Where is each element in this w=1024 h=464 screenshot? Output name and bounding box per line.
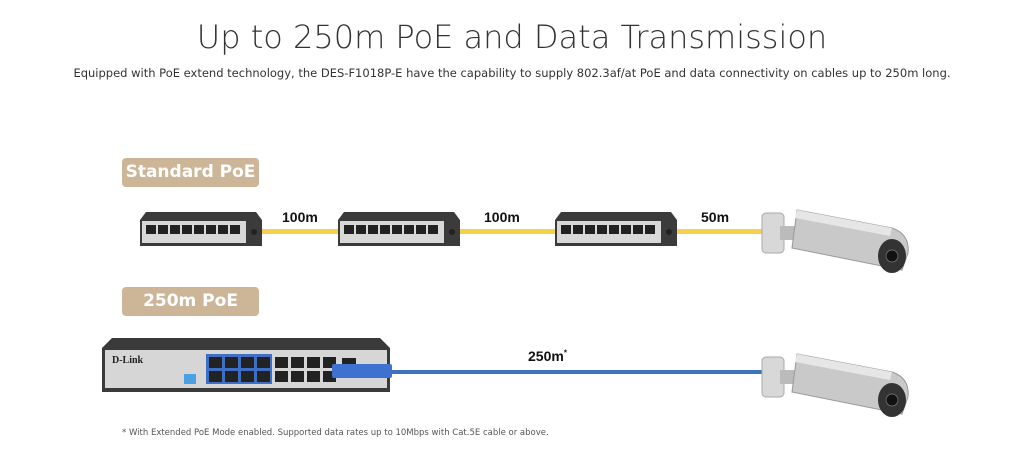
extended-poe-badge: 250m PoE (122, 287, 259, 316)
standard-poe-badge: Standard PoE (122, 158, 259, 187)
poe-switch-icon (102, 338, 392, 392)
switch-icon (338, 212, 460, 246)
distance-label: 100m (282, 209, 318, 225)
distance-value: 250m (528, 348, 564, 364)
footnote: * With Extended PoE Mode enabled. Suppor… (122, 428, 549, 438)
standard-cable (260, 229, 770, 234)
switch-icon (140, 212, 262, 246)
distance-label: 250m* (528, 348, 567, 364)
page-subtitle: Equipped with PoE extend technology, the… (73, 66, 951, 80)
dlink-logo: D-Link (112, 355, 144, 366)
camera-icon (761, 209, 909, 274)
extended-cable (390, 370, 770, 374)
camera-icon (761, 353, 909, 418)
distance-label: 50m (701, 209, 730, 225)
switch-icon (555, 212, 677, 246)
footnote-marker: * (563, 348, 567, 358)
distance-label: 100m (484, 209, 520, 225)
page-title: Up to 250m PoE and Data Transmission (196, 18, 828, 56)
